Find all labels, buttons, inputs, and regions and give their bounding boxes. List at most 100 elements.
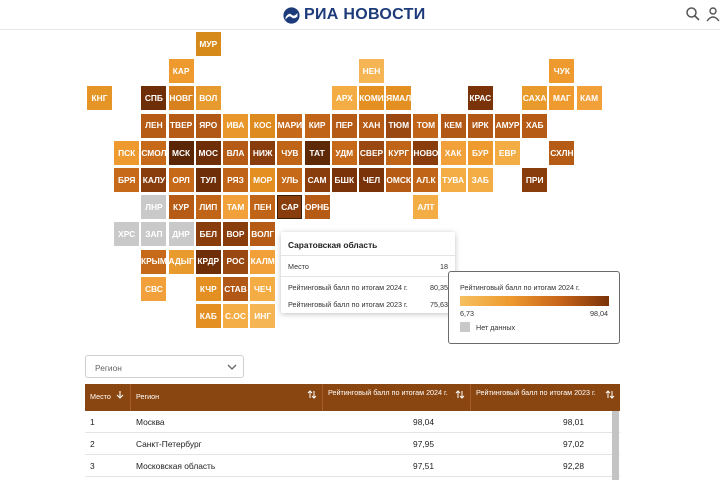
region-tile-пер[interactable]: ПЕР xyxy=(331,113,357,138)
region-tile-алт[interactable]: АЛТ xyxy=(413,195,439,220)
region-tile-крас[interactable]: КРАС xyxy=(467,86,493,111)
region-tile-хаб[interactable]: ХАБ xyxy=(522,113,548,138)
region-tile-коми[interactable]: КОМИ xyxy=(359,86,384,111)
col-header-score-2023[interactable]: Рейтинговый балл по итогам 2023 г. xyxy=(471,384,620,411)
col-header-region[interactable]: Регион xyxy=(131,384,323,411)
region-tile-мос[interactable]: МОС xyxy=(195,140,221,165)
region-tile-мор[interactable]: МОР xyxy=(250,168,276,192)
region-tile-свс[interactable]: СВС xyxy=(141,276,167,301)
region-tile-яро[interactable]: ЯРО xyxy=(195,113,221,138)
region-tile-амур[interactable]: АМУР xyxy=(495,113,520,138)
region-tile-пен[interactable]: ПЕН xyxy=(250,195,276,220)
region-tile-чув[interactable]: ЧУВ xyxy=(277,140,303,165)
region-tile-схлн[interactable]: СХЛН xyxy=(549,140,575,165)
region-tile-лен[interactable]: ЛЕН xyxy=(141,113,167,138)
region-tile-кар[interactable]: КАР xyxy=(168,59,194,84)
region-tile-калм[interactable]: КАЛМ xyxy=(250,249,276,274)
region-tile-сар[interactable]: САР xyxy=(277,195,303,220)
region-tile-мари[interactable]: МАРИ xyxy=(277,113,303,138)
user-icon[interactable] xyxy=(705,6,720,22)
region-tile-свер[interactable]: СВЕР xyxy=(359,140,384,165)
region-tile-новг[interactable]: НОВГ xyxy=(168,86,194,111)
region-tile-бел[interactable]: БЕЛ xyxy=(195,222,221,247)
region-tile-крым[interactable]: КРЫМ xyxy=(141,249,167,274)
region-tile-кчр[interactable]: КЧР xyxy=(195,276,221,301)
region-tile-вол[interactable]: ВОЛ xyxy=(195,86,221,111)
region-tile-ал.к[interactable]: АЛ.К xyxy=(413,168,439,192)
region-tile-тат[interactable]: ТАТ xyxy=(304,140,330,165)
region-tile-ирк[interactable]: ИРК xyxy=(467,113,493,138)
region-tile-твер[interactable]: ТВЕР xyxy=(168,113,194,138)
table-row[interactable]: 1 Москва 98,04 98,01 xyxy=(85,411,620,433)
region-tile-лип[interactable]: ЛИП xyxy=(195,195,221,220)
region-tile-при[interactable]: ПРИ xyxy=(522,168,548,192)
region-tile-сам[interactable]: САМ xyxy=(304,168,330,192)
region-tile-омск[interactable]: ОМСК xyxy=(386,168,412,192)
region-tile-хак[interactable]: ХАК xyxy=(440,140,466,165)
region-tile-удм[interactable]: УДМ xyxy=(331,140,357,165)
region-tile-лнр[interactable]: ЛНР xyxy=(141,195,167,220)
region-tile-хан[interactable]: ХАН xyxy=(359,113,384,138)
region-tile-кем[interactable]: КЕМ xyxy=(440,113,466,138)
region-tile-адыг[interactable]: АДЫГ xyxy=(168,249,194,274)
region-tile-заб[interactable]: ЗАБ xyxy=(467,168,493,192)
table-scrollbar[interactable] xyxy=(612,411,619,480)
region-tile-ново[interactable]: НОВО xyxy=(413,140,439,165)
region-tile-нен[interactable]: НЕН xyxy=(359,59,384,84)
region-tile-каб[interactable]: КАБ xyxy=(195,304,221,328)
region-tile-уль[interactable]: УЛЬ xyxy=(277,168,303,192)
region-tile-бшк[interactable]: БШК xyxy=(331,168,357,192)
col-header-place[interactable]: Место xyxy=(85,384,131,411)
region-tile-тюм[interactable]: ТЮМ xyxy=(386,113,412,138)
region-tile-калу[interactable]: КАЛУ xyxy=(141,168,167,192)
region-tile-тува[interactable]: ТУВА xyxy=(440,168,466,192)
region-tile-волг[interactable]: ВОЛГ xyxy=(250,222,276,247)
region-tile-пск[interactable]: ПСК xyxy=(114,140,140,165)
region-tile-орл[interactable]: ОРЛ xyxy=(168,168,194,192)
region-tile-ива[interactable]: ИВА xyxy=(223,113,248,138)
region-tile-маг[interactable]: МАГ xyxy=(549,86,575,111)
region-tile-орнб[interactable]: ОРНБ xyxy=(304,195,330,220)
region-tile-рос[interactable]: РОС xyxy=(223,249,248,274)
search-icon[interactable] xyxy=(685,6,701,22)
region-tile-крдр[interactable]: КРДР xyxy=(195,249,221,274)
region-tile-кург[interactable]: КУРГ xyxy=(386,140,412,165)
table-row[interactable]: 3 Московская область 97,51 92,28 xyxy=(85,455,620,477)
region-tile-кнг[interactable]: КНГ xyxy=(87,86,112,111)
region-tile-вла[interactable]: ВЛА xyxy=(223,140,248,165)
region-tile-кир[interactable]: КИР xyxy=(304,113,330,138)
region-tile-инг[interactable]: ИНГ xyxy=(250,304,276,328)
site-logo[interactable]: РИА НОВОСТИ xyxy=(283,5,426,25)
region-tile-кос[interactable]: КОС xyxy=(250,113,276,138)
region-tile-днр[interactable]: ДНР xyxy=(168,222,194,247)
region-tile-вор[interactable]: ВОР xyxy=(223,222,248,247)
region-tile-мск[interactable]: МСК xyxy=(168,140,194,165)
region-tile-смол[interactable]: СМОЛ xyxy=(141,140,167,165)
region-tile-саха[interactable]: САХА xyxy=(522,86,548,111)
region-tile-спб[interactable]: СПБ xyxy=(141,86,167,111)
region-tile-зап[interactable]: ЗАП xyxy=(141,222,167,247)
region-tile-том[interactable]: ТОМ xyxy=(413,113,439,138)
region-tile-кур[interactable]: КУР xyxy=(168,195,194,220)
region-tile-арх[interactable]: АРХ xyxy=(331,86,357,111)
region-tile-евр[interactable]: ЕВР xyxy=(495,140,520,165)
region-tile-там[interactable]: ТАМ xyxy=(223,195,248,220)
region-tile-бур[interactable]: БУР xyxy=(467,140,493,165)
region-tile-мур[interactable]: МУР xyxy=(195,32,221,56)
region-tile-с.ос[interactable]: С.ОС xyxy=(223,304,248,328)
region-tile-кам[interactable]: КАМ xyxy=(576,86,602,111)
region-tile-чел[interactable]: ЧЕЛ xyxy=(359,168,384,192)
region-tile-став[interactable]: СТАВ xyxy=(223,276,248,301)
region-tile-хрс[interactable]: ХРС xyxy=(114,222,140,247)
region-tile-чеч[interactable]: ЧЕЧ xyxy=(250,276,276,301)
region-tile-ямал[interactable]: ЯМАЛ xyxy=(386,86,412,111)
region-select[interactable]: Регион xyxy=(85,355,244,378)
table-row[interactable]: 2 Санкт-Петербург 97,95 97,02 xyxy=(85,433,620,455)
region-tile-тул[interactable]: ТУЛ xyxy=(195,168,221,192)
region-tile-ниж[interactable]: НИЖ xyxy=(250,140,276,165)
tooltip-title: Саратовская область xyxy=(288,240,378,250)
region-tile-бря[interactable]: БРЯ xyxy=(114,168,140,192)
region-tile-чук[interactable]: ЧУК xyxy=(549,59,575,84)
col-header-score-2024[interactable]: Рейтинговый балл по итогам 2024 г. xyxy=(323,384,471,411)
region-tile-ряз[interactable]: РЯЗ xyxy=(223,168,248,192)
